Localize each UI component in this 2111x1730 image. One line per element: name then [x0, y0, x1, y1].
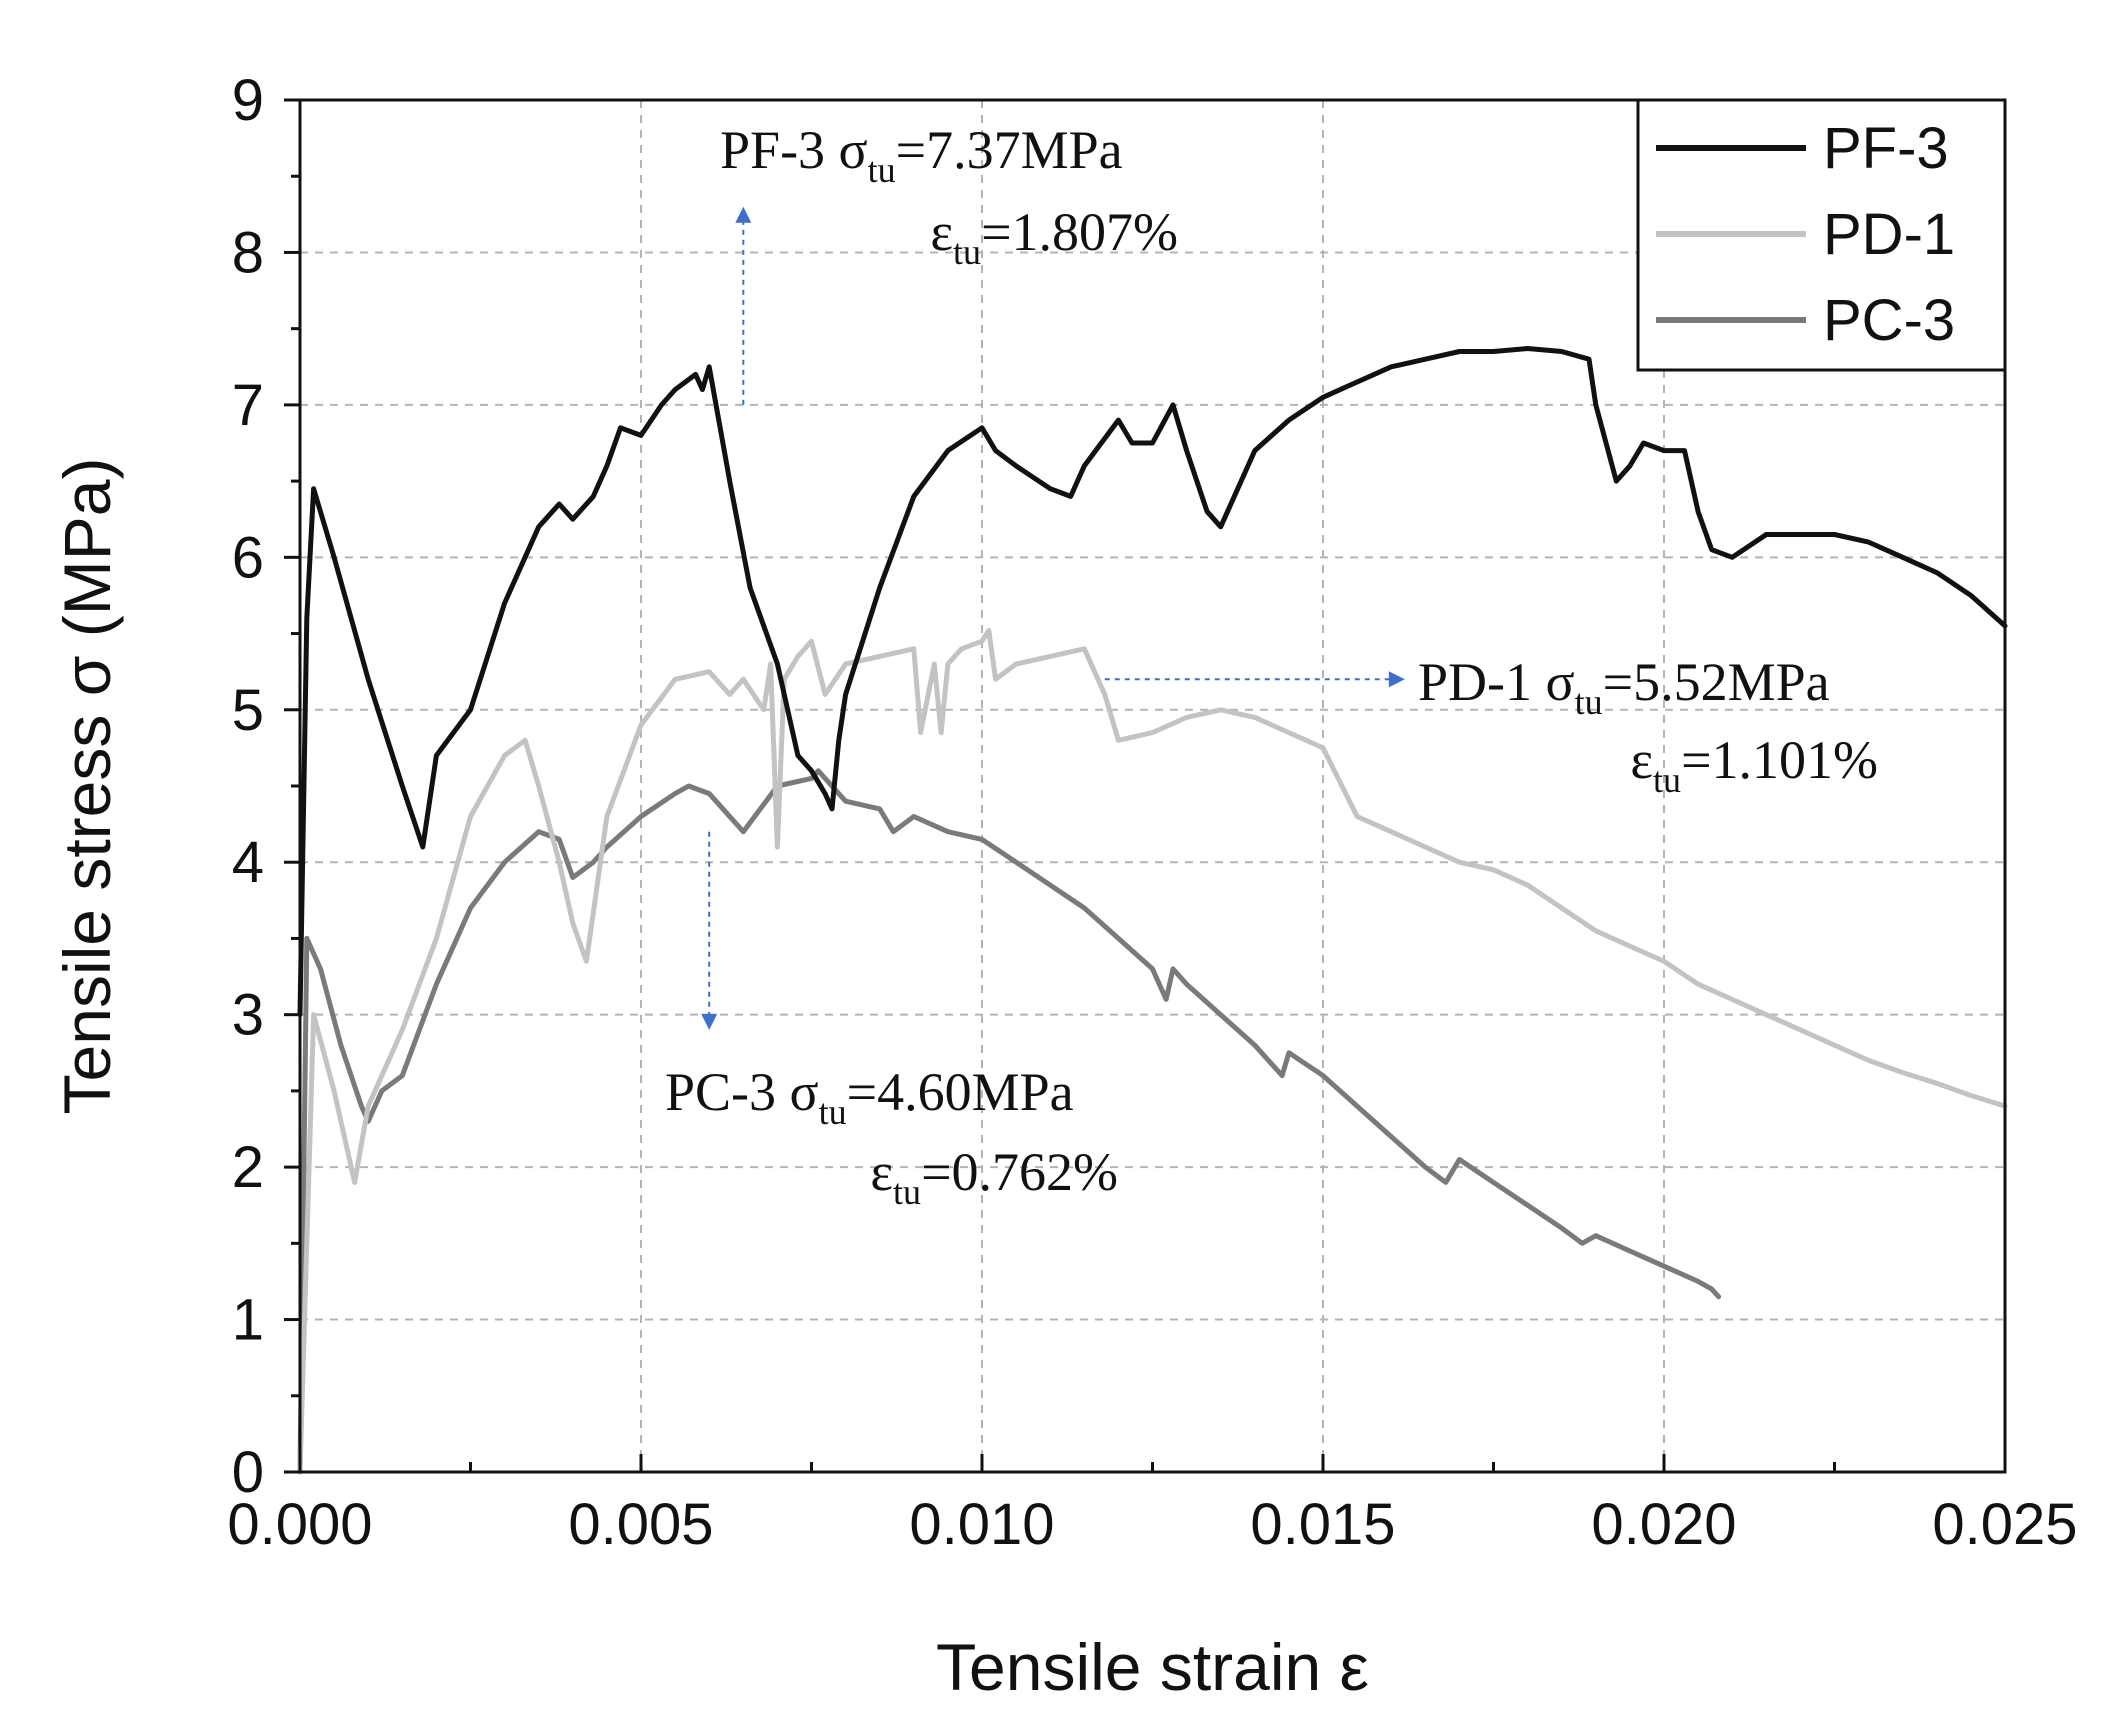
- x-tick-label: 0.025: [1932, 1492, 2077, 1557]
- x-tick-label: 0.020: [1591, 1492, 1736, 1557]
- legend-label-pc-3: PC-3: [1823, 288, 1955, 353]
- annotation-strain-text: εtu=1.807%: [930, 202, 1178, 272]
- y-tick-label: 3: [232, 983, 264, 1048]
- series-line-pd-1: [297, 628, 2008, 1475]
- annotation-arrowhead: [735, 206, 752, 223]
- annotation-pc3: PC-3 σtu=4.60MPa εtu=0.762%: [665, 831, 1118, 1212]
- series-lines: [297, 346, 2008, 1475]
- y-tick-label: 6: [232, 525, 264, 590]
- y-tick-label: 8: [232, 220, 264, 285]
- y-tick-label: 1: [232, 1288, 264, 1353]
- annotation-strength-text: PD-1 σtu=5.52MPa: [1418, 652, 1830, 722]
- legend-label-pd-1: PD-1: [1823, 202, 1955, 267]
- axis-ticks: 0.000 0.005 0.010 0.015 0.020 0.025 0 1 2 3 4 5 6 7 8 9: [227, 68, 2077, 1557]
- series-line-pf-3: [297, 346, 2008, 1018]
- x-tick-label: 0.010: [909, 1492, 1054, 1557]
- annotation-strain-text: εtu=0.762%: [870, 1142, 1118, 1212]
- legend-label-pf-3: PF-3: [1823, 116, 1949, 181]
- annotation-strain-text: εtu=1.101%: [1630, 730, 1878, 800]
- x-tick-label: 0.005: [568, 1492, 713, 1557]
- y-axis-title: Tensile stress σ (MPa): [50, 458, 124, 1115]
- annotation-pd1: PD-1 σtu=5.52MPa εtu=1.101%: [1104, 652, 1878, 800]
- y-tick-label: 2: [232, 1135, 264, 1200]
- x-tick-label: 0.015: [1250, 1492, 1395, 1557]
- y-tick-label: 0: [232, 1440, 264, 1505]
- annotation-arrowhead: [701, 1013, 718, 1030]
- annotation-strength-text: PC-3 σtu=4.60MPa: [665, 1062, 1074, 1132]
- x-axis-title: Tensile strain ε: [936, 1630, 1369, 1704]
- annotation-strength-text: PF-3 σtu=7.37MPa: [720, 120, 1123, 190]
- y-tick-label: 5: [232, 678, 264, 743]
- y-tick-label: 9: [232, 68, 264, 133]
- legend: PF-3 PD-1 PC-3: [1636, 98, 2007, 372]
- y-tick-label: 7: [232, 373, 264, 438]
- annotation-arrowhead: [1388, 671, 1405, 688]
- series-line-pc-3: [297, 768, 1722, 1475]
- annotations: PF-3 σtu=7.37MPa εtu=1.807% PD-1 σtu=5.52M…: [665, 120, 1878, 1212]
- annotation-pf3: PF-3 σtu=7.37MPa εtu=1.807%: [720, 120, 1178, 405]
- x-tick-label: 0.000: [227, 1492, 372, 1557]
- y-tick-label: 4: [232, 830, 264, 895]
